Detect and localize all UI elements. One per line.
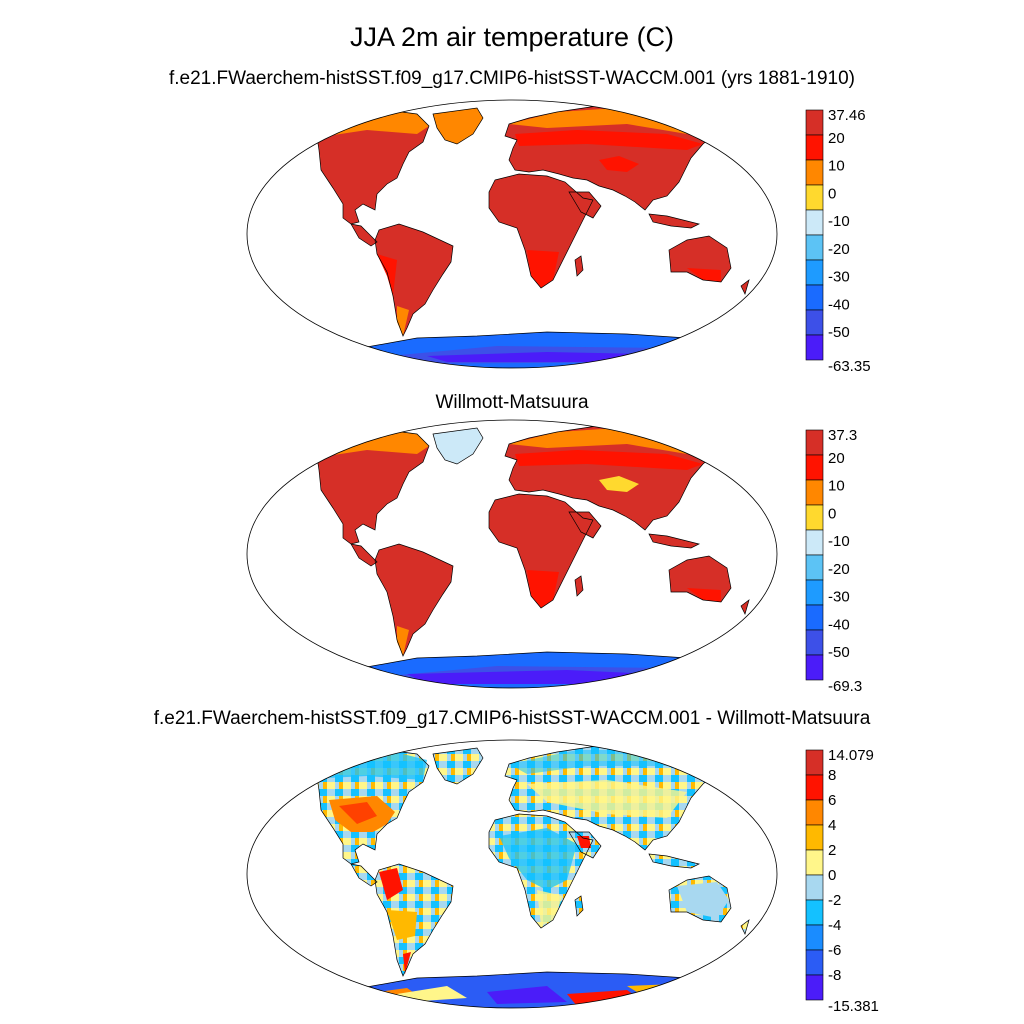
panel-2-map	[246, 419, 778, 689]
colorbar-label: -69.3	[828, 678, 862, 695]
colorbar-label: 2	[828, 842, 836, 859]
colorbar-label: -10	[828, 533, 850, 550]
colorbar-swatch	[805, 579, 824, 606]
colorbar-swatch	[805, 554, 824, 581]
colorbar-label: 37.46	[828, 107, 866, 124]
colorbar-label: 10	[828, 478, 845, 495]
colorbar-label: 6	[828, 792, 836, 809]
colorbar-label: 14.079	[828, 747, 874, 764]
colorbar-panel-2: 37.3 20 10 0 -10 -20 -30 -40 -50 -69.3	[805, 427, 862, 695]
colorbar-label: -50	[828, 324, 850, 341]
panel-2-title: Willmott-Matsuura	[435, 392, 589, 413]
colorbar-label: -4	[828, 917, 841, 934]
colorbar-swatch	[805, 429, 824, 456]
colorbar-label: -20	[828, 241, 850, 258]
colorbar-swatch	[805, 799, 824, 826]
colorbar-panel-3: 14.079 8 6 4 2 0 -2 -4 -6 -8 -15.381	[805, 747, 879, 1015]
colorbar-label: -63.35	[828, 358, 871, 375]
colorbar-swatch	[805, 134, 824, 161]
colorbar-label: 0	[828, 505, 836, 522]
colorbar-swatch	[805, 479, 824, 506]
colorbar-swatch	[805, 109, 824, 136]
colorbar-swatch	[805, 849, 824, 876]
colorbar-swatch	[805, 899, 824, 926]
colorbar-label: -10	[828, 213, 850, 230]
colorbar-label: -40	[828, 616, 850, 633]
colorbar-swatch	[805, 159, 824, 186]
colorbar-label: 37.3	[828, 427, 857, 444]
colorbar-label: 20	[828, 450, 845, 467]
colorbar-label: 4	[828, 817, 836, 834]
panel-3-map	[246, 739, 778, 1009]
colorbar-swatch	[805, 529, 824, 556]
colorbar-swatch	[805, 334, 824, 361]
colorbar-swatch	[805, 874, 824, 901]
colorbar-swatch	[805, 654, 824, 681]
colorbar-label: 8	[828, 767, 836, 784]
colorbar-label: 10	[828, 158, 845, 175]
colorbar-swatch	[805, 749, 824, 776]
colorbar-swatch	[805, 974, 824, 1001]
colorbar-label: -6	[828, 942, 841, 959]
colorbar-label: -15.381	[828, 998, 879, 1015]
panel-1-map	[246, 99, 778, 369]
colorbar-swatch	[805, 604, 824, 631]
colorbar-swatch	[805, 774, 824, 801]
colorbar-swatch	[805, 454, 824, 481]
colorbar-swatch	[805, 824, 824, 851]
colorbar-label: 20	[828, 130, 845, 147]
colorbar-label: -8	[828, 967, 841, 984]
colorbar-swatch	[805, 504, 824, 531]
colorbar-label: 0	[828, 867, 836, 884]
colorbar-label: -50	[828, 644, 850, 661]
colorbar-swatch	[805, 259, 824, 286]
colorbar-swatch	[805, 629, 824, 656]
colorbar-label: -30	[828, 589, 850, 606]
panel-3-title: f.e21.FWaerchem-histSST.f09_g17.CMIP6-hi…	[153, 708, 871, 729]
colorbar-swatch	[805, 284, 824, 311]
panel-1-title: f.e21.FWaerchem-histSST.f09_g17.CMIP6-hi…	[168, 68, 855, 89]
colorbar-swatch	[805, 184, 824, 211]
colorbar-swatch	[805, 924, 824, 951]
figure-title: JJA 2m air temperature (C)	[349, 22, 675, 52]
colorbar-label: -30	[828, 269, 850, 286]
colorbar-label: -2	[828, 892, 841, 909]
colorbar-swatch	[805, 234, 824, 261]
colorbar-label: -40	[828, 296, 850, 313]
colorbar-label: -20	[828, 561, 850, 578]
colorbar-swatch	[805, 309, 824, 336]
colorbar-panel-1: 37.46 20 10 0 -10 -20 -30 -40 -50 -63.35	[805, 107, 871, 375]
colorbar-label: 0	[828, 185, 836, 202]
colorbar-swatch	[805, 949, 824, 976]
colorbar-swatch	[805, 209, 824, 236]
